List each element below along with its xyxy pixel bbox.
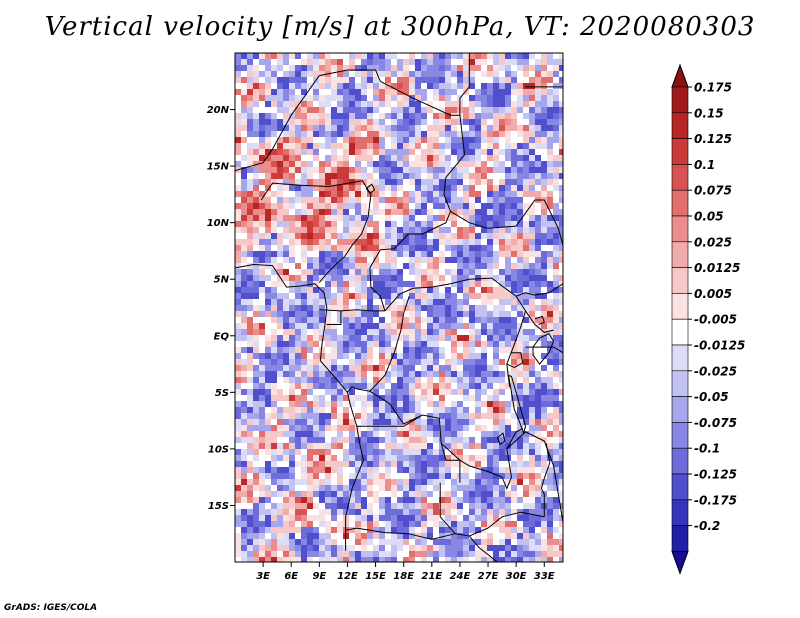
colorbar-swatch — [671, 241, 689, 268]
colorbar-label: 0.025 — [694, 235, 732, 249]
border-line — [260, 180, 372, 283]
border-line — [515, 283, 563, 297]
colorbar-swatch — [671, 473, 689, 501]
country-borders — [235, 53, 563, 562]
colorbar-label: 0.005 — [694, 287, 732, 301]
lat-tick-label: 10S — [208, 444, 229, 455]
border-line — [468, 535, 498, 562]
lon-tick-label: 3E — [256, 571, 270, 582]
colorbar-swatch — [671, 447, 689, 475]
colorbar-label: -0.05 — [694, 390, 729, 404]
colorbar-swatch — [671, 370, 689, 397]
colorbar-under-arrow — [671, 550, 689, 575]
latitude-axis: 20N 15N 10N 5N EQ 5S 10S 15S — [207, 105, 235, 512]
vertical-velocity-field — [235, 53, 563, 562]
grads-credit: GrADS: IGES/COLA — [4, 603, 98, 613]
lat-tick-label: 15S — [208, 501, 229, 512]
lon-tick-label: 18E — [393, 571, 414, 582]
lat-tick-label: EQ — [214, 331, 230, 342]
border-line — [525, 346, 563, 354]
colorbar-label: -0.2 — [694, 519, 720, 533]
border-line — [534, 315, 545, 325]
lon-tick-label: 27E — [478, 571, 499, 582]
border-line — [540, 443, 551, 517]
colorbar-label: 0.05 — [694, 210, 724, 224]
border-line — [319, 309, 385, 312]
colorbar-label: -0.0125 — [694, 339, 745, 353]
colorbar-label: -0.125 — [694, 468, 737, 482]
border-line — [365, 183, 376, 194]
lon-tick-label: 33E — [534, 571, 555, 582]
colorbar-label: 0.175 — [694, 81, 732, 95]
colorbar-label: -0.1 — [694, 442, 720, 456]
colorbar-label: -0.025 — [694, 364, 737, 378]
border-line — [326, 310, 342, 325]
lon-tick-label: 30E — [506, 571, 527, 582]
border-line — [496, 432, 506, 446]
border-line — [356, 414, 423, 427]
plot-frame — [234, 52, 564, 563]
border-line — [439, 482, 545, 537]
colorbar-label: -0.075 — [694, 416, 737, 430]
lat-tick-label: 20N — [207, 105, 230, 116]
lon-tick-label: 6E — [284, 571, 298, 582]
colorbar-swatch — [671, 396, 689, 423]
border-line — [235, 263, 364, 551]
border-line — [508, 374, 527, 435]
colorbar-swatch — [671, 86, 689, 114]
border-line — [532, 332, 555, 365]
lat-tick-label: 5S — [215, 388, 229, 399]
colorbar: 0.175 0.15 0.125 0.1 0.075 0.05 0.025 0.0125 0.0… — [671, 63, 745, 575]
lat-tick-label: 10N — [207, 218, 230, 229]
colorbar-swatch — [671, 164, 689, 191]
colorbar-swatch — [671, 422, 689, 449]
lat-tick-label: 5N — [214, 275, 230, 286]
lon-tick-label: 24E — [450, 571, 471, 582]
border-line — [369, 390, 523, 490]
longitude-axis: 3E 6E 9E 12E 15E 18E 21E 24E 27E 30E 33E — [256, 562, 555, 582]
colorbar-swatch — [671, 138, 689, 165]
colorbar-swatch — [671, 189, 689, 217]
border-line — [440, 442, 461, 483]
border-line — [506, 431, 563, 523]
border-line — [347, 296, 410, 393]
border-line — [369, 249, 386, 312]
border-line — [380, 115, 466, 251]
lon-tick-label: 12E — [337, 571, 358, 582]
colorbar-swatch — [671, 499, 689, 526]
colorbar-label: 0.1 — [694, 158, 715, 172]
colorbar-label: 0.075 — [694, 184, 732, 198]
lon-tick-label: 21E — [421, 571, 442, 582]
colorbar-label: -0.005 — [694, 313, 737, 327]
colorbar-swatch — [671, 344, 689, 372]
border-line — [506, 352, 524, 368]
border-line — [384, 277, 527, 387]
border-line — [525, 310, 554, 333]
colorbar-swatch — [671, 318, 689, 346]
lon-tick-label: 9E — [312, 571, 326, 582]
colorbar-swatch — [671, 215, 689, 243]
colorbar-label: -0.175 — [694, 493, 737, 507]
colorbar-swatch — [671, 525, 689, 552]
border-line — [450, 199, 563, 246]
colorbar-swatch — [671, 112, 689, 139]
colorbar-label: 0.125 — [694, 132, 732, 146]
colorbar-label: 0.15 — [694, 106, 724, 120]
lon-tick-label: 15E — [365, 571, 386, 582]
colorbar-swatch — [671, 293, 689, 320]
border-line — [345, 527, 456, 540]
colorbar-over-arrow — [671, 63, 689, 88]
colorbar-swatch — [671, 267, 689, 294]
border-line — [235, 69, 381, 172]
lat-tick-label: 15N — [207, 162, 230, 173]
map-title: Vertical velocity [m/s] at 300hPa, VT: 2… — [44, 12, 756, 42]
colorbar-label: 0.0125 — [694, 261, 740, 275]
